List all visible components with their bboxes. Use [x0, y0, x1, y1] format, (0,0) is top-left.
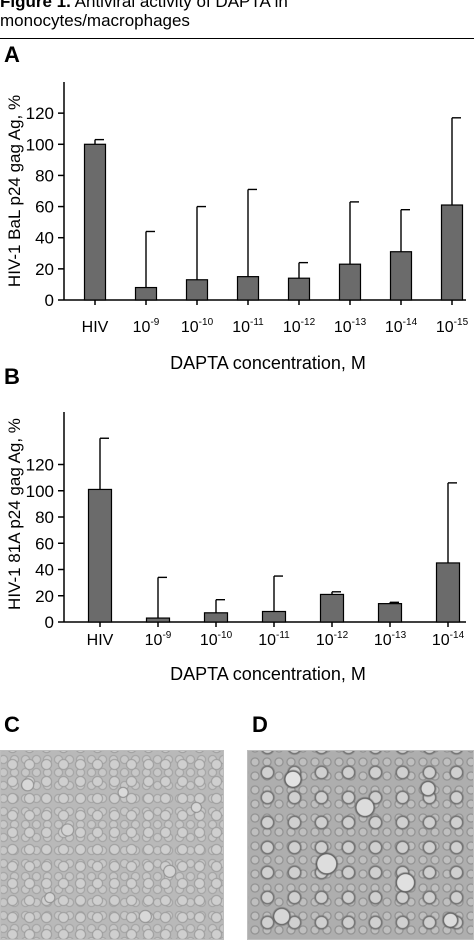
micrograph-d-image: [247, 750, 474, 940]
bar: [145, 617, 171, 623]
y-tick-label: 20: [35, 587, 54, 606]
y-axis-title: HIV-1 81A p24 gag Ag, %: [5, 418, 24, 610]
x-tick-label: 10-11: [258, 630, 290, 649]
bar: [435, 562, 461, 623]
panel-label-b: B: [4, 364, 20, 389]
figure-title: Antiviral activity of DAPTA in monocytes…: [0, 0, 288, 30]
x-tick-label: 10-13: [334, 317, 367, 336]
x-tick-label: HIV: [82, 319, 109, 336]
y-tick-label: 60: [35, 534, 54, 553]
bar: [261, 610, 287, 623]
x-axis-title: DAPTA concentration, M: [170, 353, 366, 373]
chart-panel-a: 0 20 40 60 80 100 120 HIV 10-9 10-10 10-11 10-12 10-…: [5, 82, 469, 373]
panel-label-a: A: [4, 42, 20, 67]
x-tick-label: 10-9: [133, 317, 160, 336]
x-tick-label: 10-12: [283, 317, 316, 336]
figure-label: Figure 1.: [0, 0, 71, 11]
y-tick-label: 20: [35, 260, 54, 279]
caption-divider: [0, 38, 474, 39]
panel-label-c: C: [4, 712, 20, 737]
x-axis-title: DAPTA concentration, M: [170, 664, 366, 684]
x-tick-label: 10-14: [432, 630, 465, 649]
y-tick-label: 40: [35, 561, 54, 580]
y-tick-label: 100: [26, 135, 54, 154]
x-tick-label: 10-12: [316, 630, 349, 649]
y-tick-label: 0: [45, 291, 54, 310]
y-tick-label: 120: [26, 456, 54, 475]
x-tick-label: 10-11: [232, 317, 264, 336]
x-tick-label: 10-9: [145, 630, 172, 649]
micrograph-c-image: [0, 750, 224, 940]
figure-caption: Figure 1. Antiviral activity of DAPTA in…: [0, 0, 474, 38]
y-tick-label: 60: [35, 198, 54, 217]
x-tick-label: 10-14: [385, 317, 418, 336]
bar: [203, 612, 229, 623]
chart-panel-b: 0 20 40 60 80 100 120 HIV 10-9 10-10 10-11 10-12 10-…: [5, 412, 466, 684]
x-tick-label: HIV: [87, 632, 114, 649]
x-tick-label: 10-10: [181, 317, 214, 336]
y-tick-label: 80: [35, 508, 54, 527]
x-tick-label: 10-13: [374, 630, 407, 649]
bar: [319, 593, 345, 623]
bar: [87, 488, 113, 623]
x-tick-label: 10-10: [200, 630, 233, 649]
bar: [377, 603, 403, 623]
y-tick-label: 100: [26, 482, 54, 501]
y-tick-label: 80: [35, 166, 54, 185]
y-tick-label: 120: [26, 104, 54, 123]
panel-label-d: D: [252, 712, 268, 737]
y-tick-label: 0: [45, 613, 54, 632]
x-tick-label: 10-15: [436, 317, 469, 336]
y-tick-label: 40: [35, 229, 54, 248]
y-axis-title: HIV-1 BaL p24 gag Ag, %: [5, 95, 24, 287]
